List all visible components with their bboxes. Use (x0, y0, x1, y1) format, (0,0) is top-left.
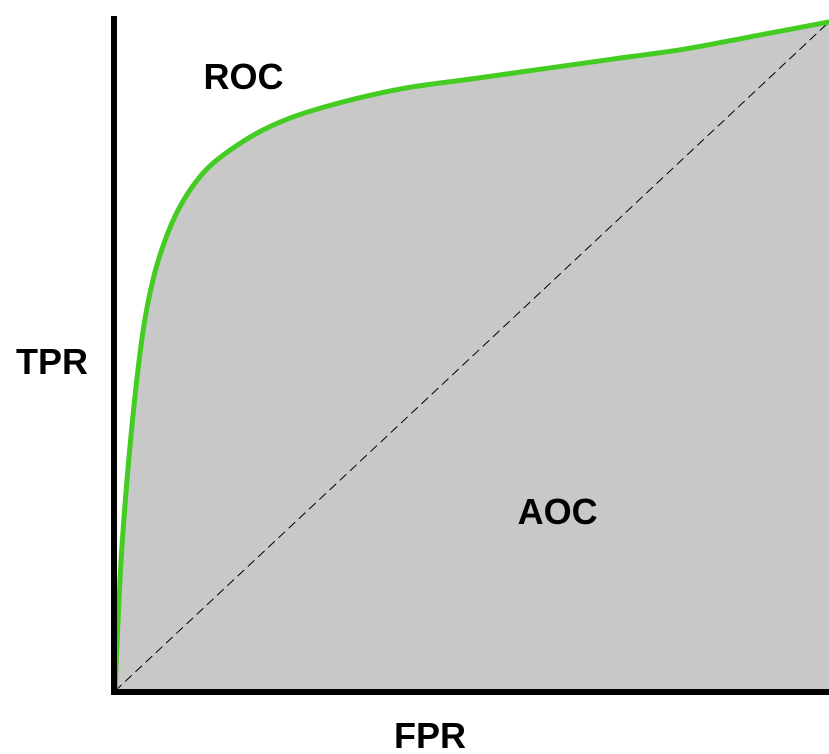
reference-diagonal-line (114, 21, 829, 692)
y-axis-label: TPR (16, 341, 88, 382)
annotation-roc: ROC (204, 56, 284, 97)
roc-curve-line (112, 19, 829, 694)
chart-annotations: ROC AOC (204, 56, 598, 532)
annotation-aoc: AOC (518, 491, 598, 532)
x-axis-label: FPR (394, 715, 466, 754)
